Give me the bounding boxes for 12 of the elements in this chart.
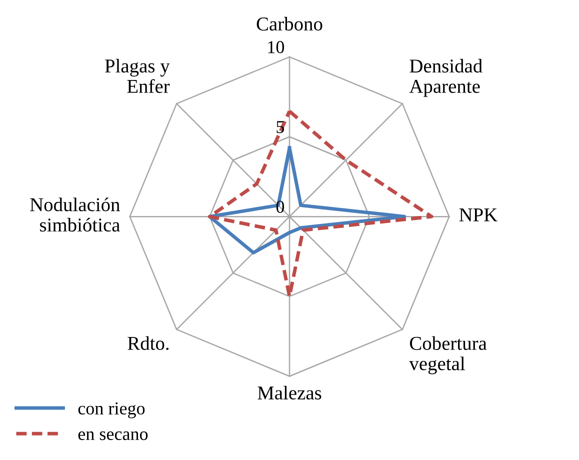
spoke-label: Carbono	[256, 16, 322, 31]
spoke-label: NPK	[459, 208, 498, 222]
legend-label: con riego	[78, 402, 145, 418]
spoke-label: Rdto.	[128, 336, 169, 350]
spoke-label: Densidad Aparente	[409, 58, 482, 97]
spoke-label: Malezas	[258, 386, 322, 400]
spoke-label: Nodulación simbiótica	[30, 198, 120, 232]
y-tick-label: 0	[276, 200, 284, 213]
legend-label: en secano	[78, 431, 148, 440]
spoke-label: Plagas y Enfer	[105, 58, 170, 93]
y-tick-label: 10	[268, 41, 284, 54]
spoke-label: Cobertura vegetal	[409, 336, 487, 374]
